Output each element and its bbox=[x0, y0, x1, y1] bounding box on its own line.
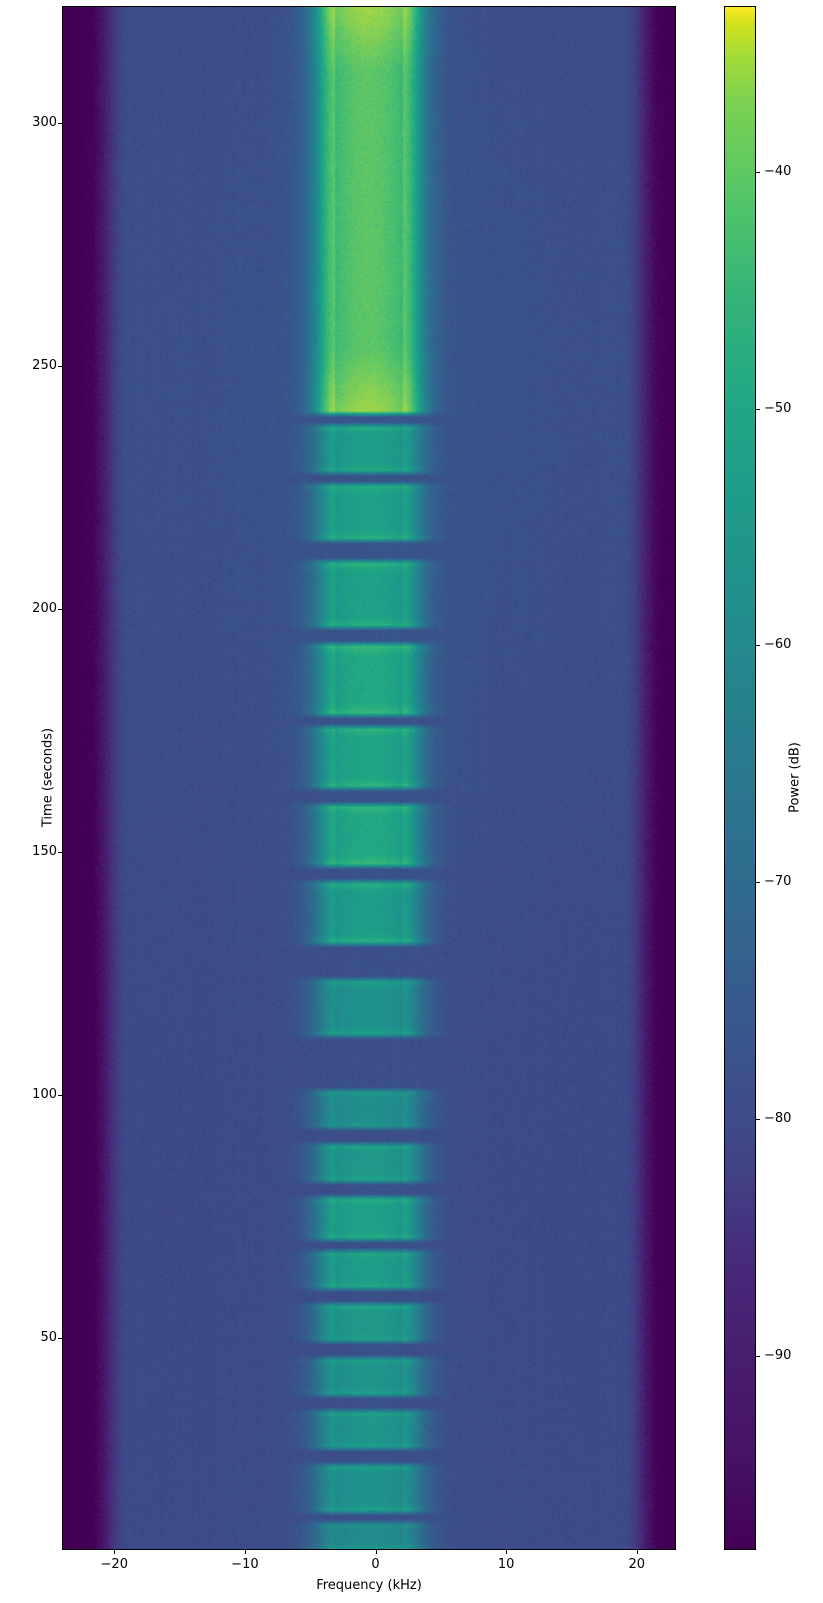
colorbar-tick-label: −50 bbox=[764, 400, 792, 416]
colorbar-tick-label: −80 bbox=[764, 1111, 792, 1126]
y-tick-label: 150 bbox=[32, 844, 57, 860]
colorbar-tick-label: −70 bbox=[764, 874, 792, 890]
y-tick-mark bbox=[58, 1338, 62, 1340]
y-tick-mark bbox=[58, 122, 62, 124]
y-tick-label: 100 bbox=[32, 1087, 57, 1103]
colorbar-tick-label: −60 bbox=[764, 637, 792, 653]
colorbar-tick-mark bbox=[756, 408, 760, 410]
x-tick-label: −10 bbox=[231, 1557, 259, 1572]
spectrogram-axes[interactable] bbox=[62, 6, 676, 1550]
colorbar-tick-mark bbox=[756, 171, 760, 173]
x-tick-mark bbox=[375, 1550, 377, 1554]
y-tick-mark bbox=[58, 609, 62, 610]
colorbar-tick-mark bbox=[756, 882, 760, 884]
x-axis-label: Frequency (kHz) bbox=[316, 1578, 422, 1593]
colorbar-label: Power (dB) bbox=[787, 742, 803, 813]
x-tick-mark bbox=[636, 1550, 638, 1554]
y-tick-label: 250 bbox=[32, 357, 57, 373]
colorbar-tick-mark bbox=[756, 1355, 760, 1357]
y-tick-label: 200 bbox=[32, 601, 57, 616]
colorbar-tick-mark bbox=[756, 1119, 760, 1120]
y-tick-label: 300 bbox=[32, 114, 57, 130]
y-axis-label: Time (seconds) bbox=[40, 727, 56, 828]
spectrogram-heatmap bbox=[63, 7, 675, 1549]
x-tick-label: 10 bbox=[497, 1557, 515, 1572]
y-tick-mark bbox=[58, 852, 62, 854]
x-tick-mark bbox=[244, 1550, 246, 1554]
colorbar-tick-label: −40 bbox=[764, 163, 792, 179]
x-tick-mark bbox=[114, 1550, 116, 1554]
colorbar-tick-mark bbox=[756, 645, 760, 647]
colorbar-tick-label: −90 bbox=[764, 1347, 792, 1363]
y-tick-label: 50 bbox=[40, 1330, 57, 1346]
x-tick-label: −20 bbox=[100, 1557, 128, 1572]
y-tick-mark bbox=[58, 1095, 62, 1097]
y-tick-mark bbox=[58, 365, 62, 367]
x-tick-label: 20 bbox=[628, 1557, 646, 1572]
colorbar[interactable] bbox=[724, 6, 756, 1550]
x-tick-label: 0 bbox=[371, 1557, 380, 1572]
x-tick-mark bbox=[506, 1550, 508, 1554]
